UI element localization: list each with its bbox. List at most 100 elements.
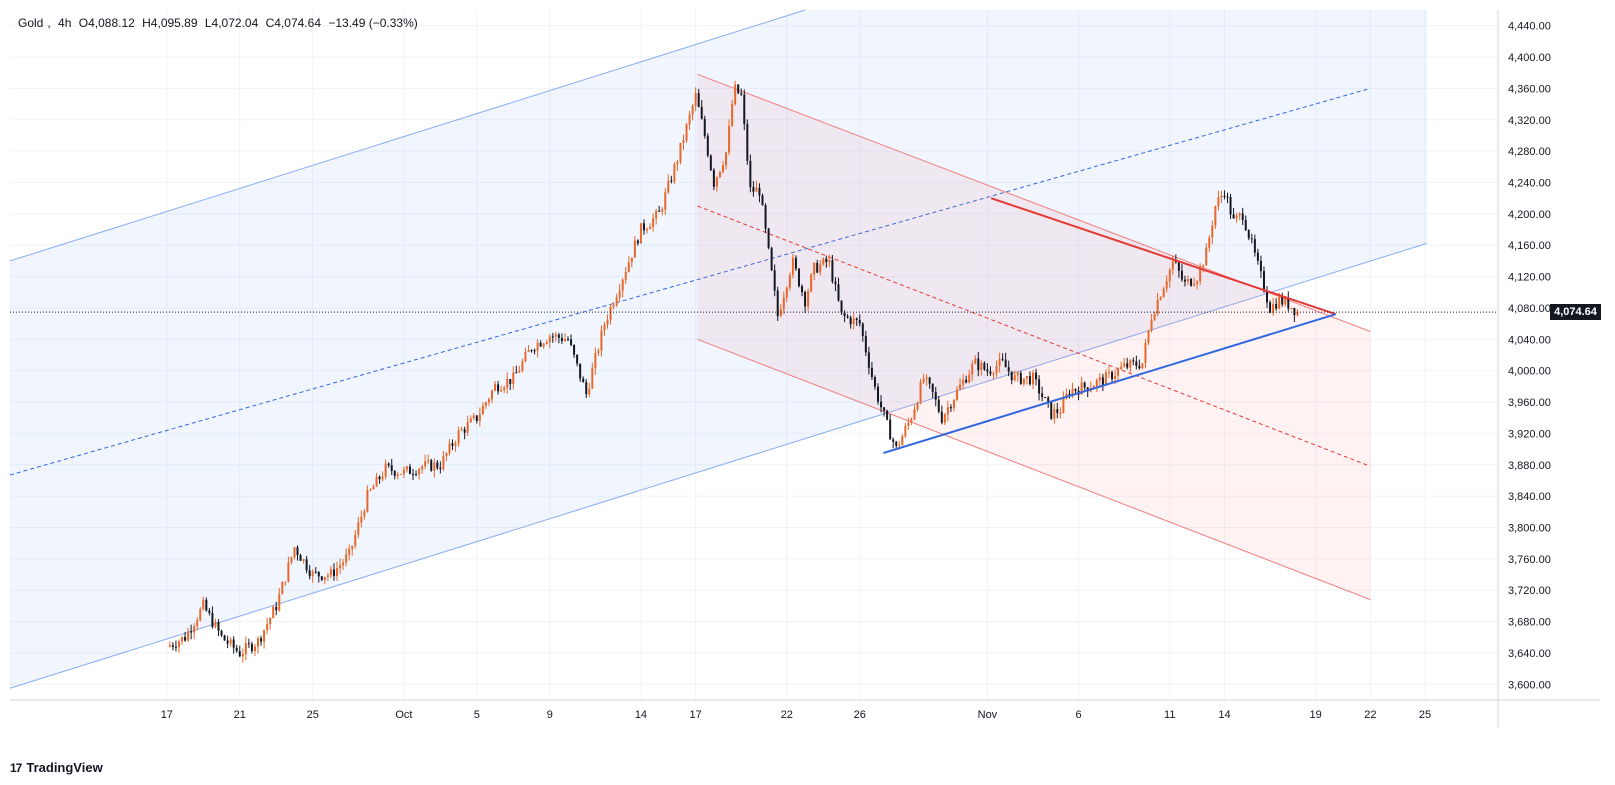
candle-body <box>287 562 290 582</box>
candle-body <box>1035 372 1038 380</box>
candle-body <box>898 445 901 447</box>
candle-body <box>281 582 284 595</box>
candle-body <box>469 418 472 423</box>
x-tick-label: 17 <box>690 709 702 721</box>
y-tick-label: 3,960.00 <box>1508 397 1551 409</box>
candle-body <box>1187 278 1189 282</box>
candle-body <box>1226 196 1229 198</box>
candle-body <box>913 409 916 420</box>
candle-body <box>600 330 603 351</box>
candle-body <box>804 292 807 307</box>
candle-body <box>554 334 557 337</box>
candle-body <box>506 378 509 388</box>
candle-body <box>226 640 229 644</box>
x-tick-label: 9 <box>547 709 553 721</box>
candle-body <box>810 274 813 292</box>
candle-body <box>709 155 712 171</box>
candle-body <box>1190 278 1193 286</box>
y-tick-label: 3,880.00 <box>1508 460 1551 472</box>
candle-body <box>934 392 937 400</box>
candle-body <box>834 281 837 285</box>
candle-body <box>503 387 506 390</box>
candle-body <box>974 358 977 364</box>
candle-body <box>646 229 649 231</box>
candle-body <box>424 461 427 467</box>
candle-body <box>1180 270 1183 280</box>
candle-body <box>1044 397 1047 399</box>
red-channel-fill <box>697 74 1371 600</box>
candle-body <box>685 124 688 141</box>
candle-body <box>1208 237 1211 248</box>
symbol-header: Gold, 4h O4,088.12 H4,095.89 L4,072.04 C… <box>18 16 418 30</box>
candle-body <box>263 630 266 642</box>
tradingview-brand[interactable]: 17 TradingView <box>10 760 103 775</box>
candle-body <box>1104 372 1107 385</box>
x-tick-label: 22 <box>1364 709 1376 721</box>
candle-body <box>196 620 199 627</box>
candle-body <box>843 312 846 317</box>
candle-body <box>357 522 360 535</box>
candle-body <box>746 123 749 161</box>
candle-body <box>339 565 342 569</box>
change-value: −13.49 (−0.33%) <box>328 16 418 30</box>
y-tick-label: 4,040.00 <box>1508 334 1551 346</box>
candle-body <box>706 135 709 156</box>
candle-body <box>421 466 424 470</box>
candle-body <box>582 378 585 383</box>
candle-body <box>1123 363 1126 367</box>
candle-body <box>1296 311 1299 316</box>
y-tick-label: 4,080.00 <box>1508 303 1551 315</box>
candle-body <box>904 426 907 437</box>
candle-body <box>1278 296 1281 309</box>
x-tick-label: 6 <box>1076 709 1082 721</box>
candle-body <box>463 429 466 433</box>
y-tick-label: 4,000.00 <box>1508 366 1551 378</box>
candle-body <box>418 469 421 475</box>
candle-body <box>363 511 366 517</box>
brand-name: TradingView <box>26 760 103 775</box>
candle-body <box>1183 279 1186 282</box>
candle-body <box>870 367 873 378</box>
candle-body <box>336 568 339 577</box>
candle-body <box>1129 360 1132 368</box>
y-tick-label: 4,280.00 <box>1508 146 1551 158</box>
candle-body <box>1016 372 1019 376</box>
candle-body <box>922 378 925 383</box>
candle-body <box>1022 378 1025 384</box>
candle-body <box>977 358 980 371</box>
candle-body <box>940 411 943 423</box>
candle-body <box>500 389 503 392</box>
candle-body <box>1083 382 1086 388</box>
candle-body <box>244 643 247 654</box>
candle-body <box>837 284 840 301</box>
candle-body <box>457 430 460 444</box>
candle-body <box>1013 375 1016 381</box>
candle-body <box>399 474 402 476</box>
candle-body <box>597 350 600 354</box>
candle-body <box>521 361 524 371</box>
y-tick-label: 4,320.00 <box>1508 115 1551 127</box>
candle-body <box>831 260 834 282</box>
candle-body <box>807 291 810 307</box>
candle-body <box>1193 284 1196 286</box>
candle-body <box>1126 363 1129 368</box>
candle-body <box>524 351 527 362</box>
candle-body <box>214 621 217 627</box>
candle-body <box>481 405 484 415</box>
candle-body <box>253 646 256 652</box>
candle-body <box>901 436 904 446</box>
candle-body <box>1287 297 1290 309</box>
candle-body <box>1114 375 1117 380</box>
candle-body <box>767 228 770 248</box>
y-tick-label: 3,760.00 <box>1508 554 1551 566</box>
candle-body <box>867 352 870 368</box>
candle-body <box>1004 359 1007 368</box>
candle-body <box>779 309 782 317</box>
candle-body <box>877 386 879 402</box>
candle-body <box>415 474 418 476</box>
candle-body <box>801 286 804 293</box>
candle-body <box>1120 366 1123 370</box>
blue-channel-upper <box>9 9 806 262</box>
candle-body <box>1250 238 1253 240</box>
